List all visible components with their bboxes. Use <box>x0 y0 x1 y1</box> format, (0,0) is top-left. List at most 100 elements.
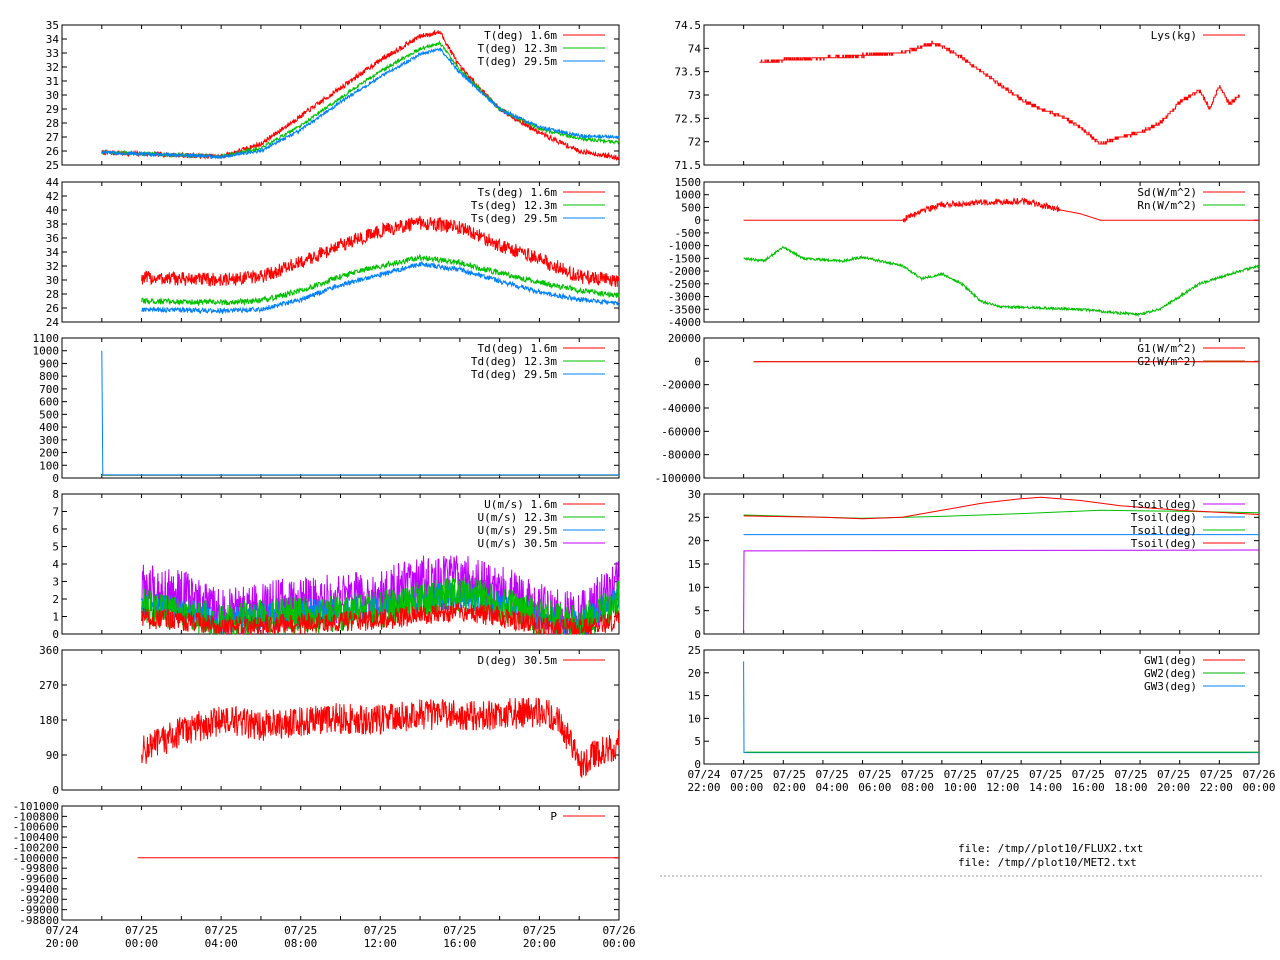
y-tick-label: -2000 <box>668 265 701 278</box>
legend-label: Td(deg) 12.3m <box>471 355 557 368</box>
y-tick-label: 4 <box>52 558 59 571</box>
y-tick-label: -1500 <box>668 252 701 265</box>
y-tick-label: 1 <box>52 611 59 624</box>
y-tick-label: 30 <box>46 89 59 102</box>
x-tick-label-time: 04:00 <box>816 781 849 794</box>
legend-label: D(deg) 30.5m <box>478 654 558 667</box>
legend-label: Sd(W/m^2) <box>1137 186 1197 199</box>
x-tick-label-time: 10:00 <box>944 781 977 794</box>
x-tick-label-time: 16:00 <box>1072 781 1105 794</box>
legend-label: P <box>550 810 557 823</box>
series-line-u-3 <box>141 602 620 635</box>
x-tick-label-time: 02:00 <box>773 781 806 794</box>
y-tick-label: 2 <box>52 593 59 606</box>
y-tick-label: 3 <box>52 576 59 589</box>
y-tick-label: 100 <box>39 459 59 472</box>
series-line-tsoil-3 <box>743 496 1260 520</box>
legend-label: U(m/s) 30.5m <box>478 537 558 550</box>
y-tick-label: -40000 <box>661 402 701 415</box>
x-tick-label-time: 08:00 <box>284 937 317 950</box>
y-tick-label: 42 <box>46 190 59 203</box>
y-tick-label: 36 <box>46 232 59 245</box>
x-tick-label-time: 00:00 <box>1242 781 1275 794</box>
y-tick-label: 31 <box>46 75 59 88</box>
panel-d: 0 90 180 270 360 D(deg) 30.5m <box>39 644 620 797</box>
x-tick-label-date: 07/25 <box>1072 768 1105 781</box>
legend-label: T(deg) 29.5m <box>478 55 558 68</box>
panel-rad: -4000-3500-3000-2500-2000-1500-1000-5000… <box>668 176 1260 329</box>
series-line-ts-2 <box>141 261 620 315</box>
legend-label: G1(W/m^2) <box>1137 342 1197 355</box>
y-tick-label: 180 <box>39 714 59 727</box>
y-tick-label: 0 <box>694 214 701 227</box>
y-tick-label: -100600 <box>13 821 59 834</box>
y-tick-label: 25 <box>688 644 701 657</box>
y-tick-label: 6 <box>52 523 59 536</box>
y-tick-label: -100200 <box>13 841 59 854</box>
x-tick-label-time: 22:00 <box>687 781 720 794</box>
legend-label: Td(deg) 1.6m <box>478 342 558 355</box>
y-tick-label: 360 <box>39 644 59 657</box>
y-tick-label: 38 <box>46 218 59 231</box>
x-tick-label-date: 07/26 <box>602 924 635 937</box>
y-tick-label: 90 <box>46 749 59 762</box>
series-line-td-2 <box>101 350 619 476</box>
series-line-t-2 <box>101 47 620 160</box>
legend-label: Tsoil(deg) <box>1131 498 1197 511</box>
y-tick-label: -99200 <box>19 893 59 906</box>
y-tick-label: 1500 <box>675 176 702 189</box>
y-tick-label: 0 <box>694 628 701 641</box>
y-tick-label: 34 <box>46 246 60 259</box>
x-tick-label-time: 16:00 <box>443 937 476 950</box>
x-tick-label-date: 07/26 <box>1242 768 1275 781</box>
legend-label: Td(deg) 29.5m <box>471 368 557 381</box>
y-tick-label: -99600 <box>19 873 59 886</box>
y-tick-label: 40 <box>46 204 59 217</box>
x-tick-label-date: 07/25 <box>443 924 476 937</box>
panel-p: -101000-100800-100600-100400-100200-1000… <box>13 800 636 950</box>
y-tick-label: 73.5 <box>675 66 702 79</box>
x-tick-label-time: 00:00 <box>730 781 763 794</box>
y-tick-label: -99400 <box>19 883 59 896</box>
x-tick-label-date: 07/25 <box>1157 768 1190 781</box>
legend-label: Tsoil(deg) <box>1131 524 1197 537</box>
x-tick-label-date: 07/25 <box>858 768 891 781</box>
panel-lys: 71.5 72 72.5 73 73.5 74 74.5 Lys(kg) <box>675 19 1260 172</box>
panel-tsoil: 051015202530Tsoil(deg)Tsoil(deg)Tsoil(de… <box>688 488 1260 641</box>
y-tick-label: 7 <box>52 506 59 519</box>
legend-label: Lys(kg) <box>1151 29 1197 42</box>
y-tick-label: 300 <box>39 434 59 447</box>
x-tick-label-date: 07/25 <box>523 924 556 937</box>
y-tick-label: 72 <box>688 136 701 149</box>
legend-label: GW1(deg) <box>1144 654 1197 667</box>
x-tick-label-time: 06:00 <box>858 781 891 794</box>
y-tick-label: 1000 <box>675 189 702 202</box>
x-tick-label-date: 07/25 <box>205 924 238 937</box>
y-tick-label: -100000 <box>13 852 59 865</box>
y-tick-label: -98800 <box>19 914 59 927</box>
y-tick-label: 26 <box>46 302 59 315</box>
y-tick-label: -2500 <box>668 278 701 291</box>
x-tick-label-date: 07/25 <box>901 768 934 781</box>
y-tick-label: -80000 <box>661 449 701 462</box>
y-tick-label: -100800 <box>13 810 59 823</box>
series-line-tsoil-0 <box>743 549 1260 635</box>
y-tick-label: -3000 <box>668 291 701 304</box>
x-tick-label-date: 07/24 <box>687 768 720 781</box>
y-tick-label: 32 <box>46 61 59 74</box>
panel-u: 0 1 2 3 4 5 6 7 8 U(m/s) 1.6mU(m/s) 12.3mU(m/s) 2… <box>52 488 620 641</box>
y-tick-label: 44 <box>46 176 60 189</box>
x-tick-label-time: 04:00 <box>205 937 238 950</box>
y-tick-label: 10 <box>688 581 701 594</box>
legend-label: Rn(W/m^2) <box>1137 199 1197 212</box>
x-tick-label-time: 20:00 <box>1157 781 1190 794</box>
x-tick-label-date: 07/25 <box>730 768 763 781</box>
x-tick-label-time: 20:00 <box>523 937 556 950</box>
y-tick-label: -3500 <box>668 303 701 316</box>
series-line-lys-0 <box>759 40 1240 145</box>
legend-label: Ts(deg) 12.3m <box>471 199 557 212</box>
plot-frame <box>703 24 1260 166</box>
